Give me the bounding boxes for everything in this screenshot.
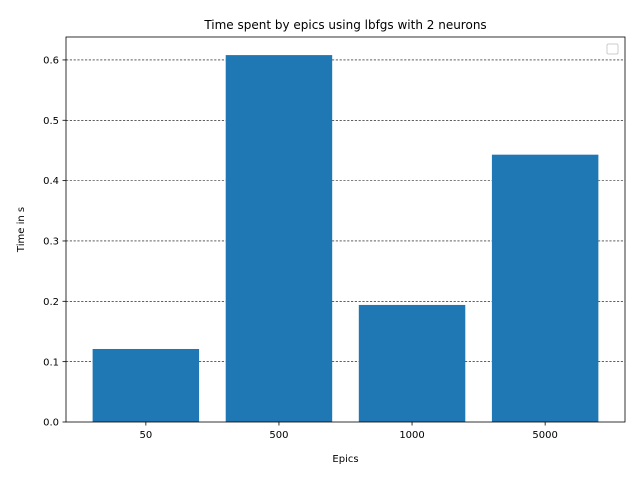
bar-500 bbox=[225, 55, 333, 422]
axes-frame bbox=[65, 36, 626, 423]
y-tick-label: 0.2 bbox=[43, 297, 59, 308]
bar-1000 bbox=[358, 304, 466, 422]
y-tick-label: 0.5 bbox=[43, 116, 59, 127]
y-tick-label: 0.1 bbox=[43, 357, 59, 368]
x-tick-label: 1000 bbox=[399, 430, 424, 441]
x-axis-label: Epics bbox=[332, 454, 358, 465]
y-tick-label: 0.0 bbox=[43, 418, 59, 429]
x-tick-label: 5000 bbox=[532, 430, 557, 441]
y-tick-label: 0.4 bbox=[43, 176, 59, 187]
chart-title: Time spent by epics using lbfgs with 2 n… bbox=[203, 18, 486, 32]
legend-box bbox=[606, 43, 619, 55]
y-axis-ticks: 0.0 0.1 0.2 0.3 0.4 0.5 0.6 bbox=[43, 56, 66, 429]
bar-50 bbox=[92, 348, 200, 422]
y-tick-label: 0.6 bbox=[43, 56, 59, 67]
x-axis-ticks: 50 500 1000 5000 bbox=[139, 422, 558, 441]
y-tick-label: 0.3 bbox=[43, 237, 59, 248]
x-tick-label: 500 bbox=[269, 430, 288, 441]
y-axis-label: Time in s bbox=[16, 207, 27, 253]
bar-5000 bbox=[491, 154, 599, 422]
x-tick-label: 50 bbox=[139, 430, 152, 441]
bars bbox=[92, 55, 599, 422]
